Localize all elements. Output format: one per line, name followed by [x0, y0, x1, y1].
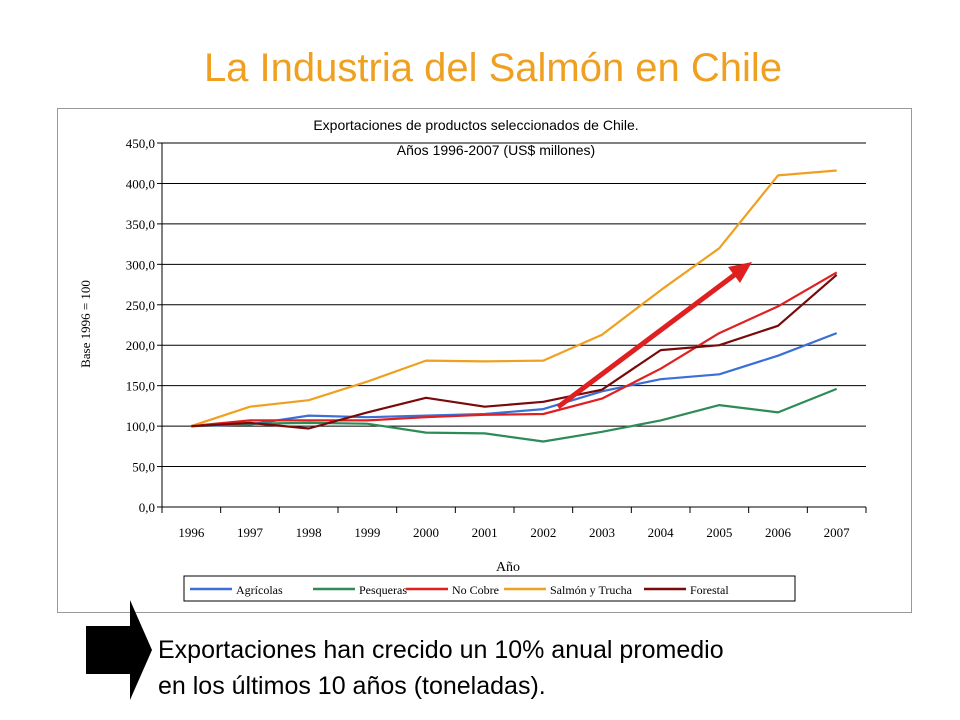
- legend-label: Forestal: [690, 583, 729, 597]
- x-tick-label: 2003: [589, 525, 615, 540]
- pointer-arrow-icon: [86, 600, 152, 700]
- y-axis-ticks: 0,0 50,0 100,0 150,0 200,0 250,0 300,0 350,0 400…: [126, 136, 155, 515]
- y-axis-label: Base 1996 = 100: [78, 280, 93, 368]
- series-lines: [190, 169, 838, 443]
- y-tick-label: 150,0: [126, 379, 155, 394]
- footer-line-1: Exportaciones han crecido un 10% anual p…: [158, 636, 724, 664]
- y-tick-label: 400,0: [126, 176, 155, 191]
- x-tick-label: 2006: [765, 525, 792, 540]
- x-axis-label: Año: [496, 560, 520, 575]
- trend-arrow: [556, 262, 752, 410]
- x-tick-label: 2002: [530, 525, 556, 540]
- legend: Agrícolas Pesqueras No Cobre Salmón y Truch…: [190, 583, 729, 597]
- y-tick-label: 300,0: [126, 257, 155, 272]
- slide-title: La Industria del Salmón en Chile: [203, 46, 783, 90]
- series-line-forestal: [191, 273, 838, 430]
- x-tick-label: 1999: [354, 525, 380, 540]
- y-tick-label: 200,0: [126, 338, 155, 353]
- x-tick-label: 2001: [472, 525, 498, 540]
- series-line-salm-n-y-trucha: [190, 169, 837, 428]
- x-tick-label: 2000: [413, 525, 439, 540]
- x-tick-label: 2007: [824, 525, 851, 540]
- y-tick-label: 450,0: [126, 136, 155, 151]
- x-axis-ticks: 1996 1997 1998 1999 2000 2001 2002 2003 2004 2005…: [178, 525, 850, 540]
- y-tick-label: 350,0: [126, 217, 155, 232]
- x-tick-label: 1998: [296, 525, 322, 540]
- legend-label: Agrícolas: [236, 583, 283, 597]
- legend-label: Salmón y Trucha: [550, 583, 633, 597]
- x-tick-label: 2005: [706, 525, 732, 540]
- y-tick-label: 0,0: [139, 500, 155, 515]
- y-tick-label: 250,0: [126, 298, 155, 313]
- legend-label: Pesqueras: [359, 583, 407, 597]
- footer-line-2: en los últimos 10 años (toneladas).: [158, 672, 546, 700]
- y-tick-label: 100,0: [126, 419, 155, 434]
- chart-title: Exportaciones de productos seleccionados…: [313, 117, 638, 133]
- series-line-pesqueras: [191, 387, 838, 443]
- x-tick-label: 1997: [237, 525, 264, 540]
- y-tick-label: 50,0: [132, 460, 155, 475]
- chart-frame: Exportaciones de productos seleccionados…: [57, 108, 912, 613]
- x-tick-label: 1996: [178, 525, 205, 540]
- x-tick-label: 2004: [648, 525, 675, 540]
- legend-label: No Cobre: [452, 583, 499, 597]
- line-chart: Exportaciones de productos seleccionados…: [78, 117, 867, 602]
- series-line-agr-colas: [191, 332, 838, 428]
- series-line-no-cobre: [191, 271, 838, 428]
- legend-box: [183, 575, 796, 602]
- chart-subtitle: Años 1996-2007 (US$ millones): [397, 142, 595, 158]
- footer-text: Exportaciones han crecido un 10% anual p…: [158, 632, 918, 704]
